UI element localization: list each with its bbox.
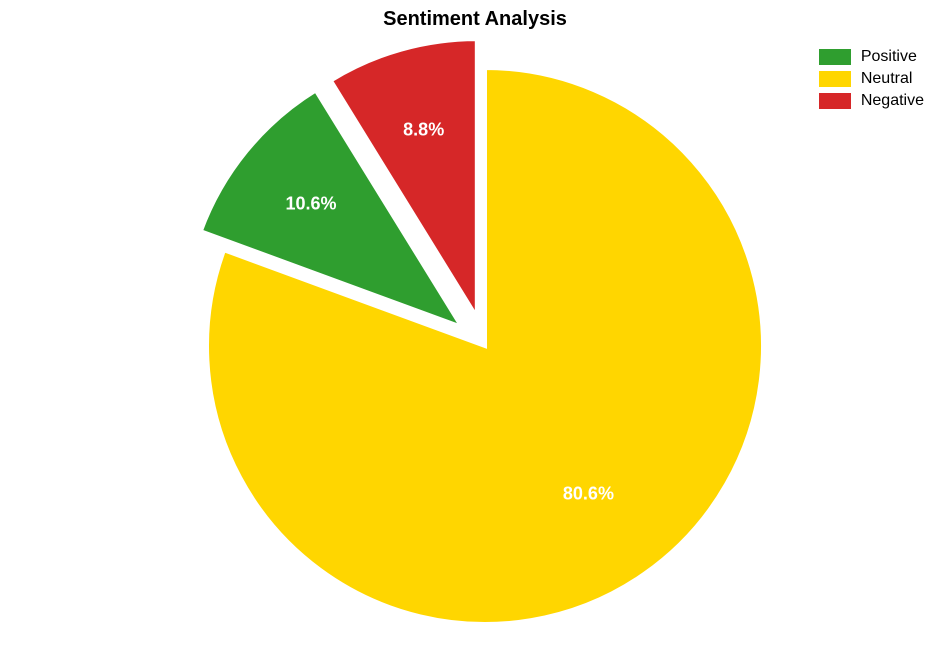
slice-label-positive: 10.6% bbox=[286, 193, 337, 214]
legend-item-positive: Positive bbox=[819, 48, 924, 66]
chart-legend: Positive Neutral Negative bbox=[819, 48, 924, 114]
legend-item-negative: Negative bbox=[819, 92, 924, 110]
slice-label-neutral: 80.6% bbox=[563, 484, 614, 505]
legend-swatch-positive bbox=[819, 49, 851, 65]
legend-item-neutral: Neutral bbox=[819, 70, 924, 88]
legend-label-neutral: Neutral bbox=[861, 70, 913, 88]
sentiment-pie-chart: Sentiment Analysis Positive Neutral Nega… bbox=[0, 0, 950, 662]
pie-svg bbox=[0, 0, 950, 662]
legend-label-negative: Negative bbox=[861, 92, 924, 110]
legend-label-positive: Positive bbox=[861, 48, 917, 66]
legend-swatch-negative bbox=[819, 93, 851, 109]
slice-label-negative: 8.8% bbox=[403, 119, 444, 140]
legend-swatch-neutral bbox=[819, 71, 851, 87]
